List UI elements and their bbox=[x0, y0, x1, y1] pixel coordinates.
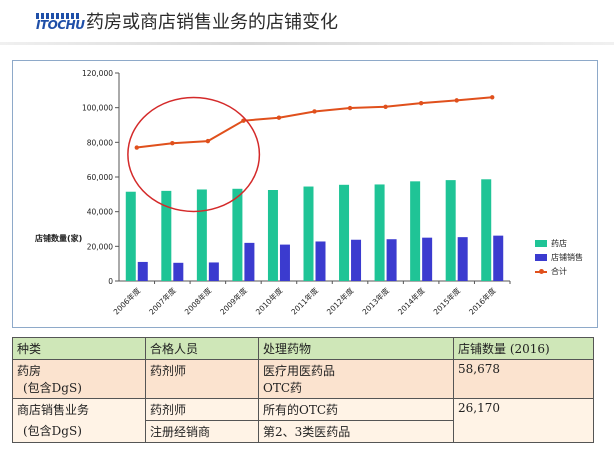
x-tick-label: 2009年度 bbox=[218, 285, 250, 317]
bar-pharmacy bbox=[125, 191, 136, 281]
bar-store-sales bbox=[137, 261, 148, 281]
bar-pharmacy bbox=[196, 189, 207, 281]
x-tick-label: 2007年度 bbox=[147, 285, 179, 317]
bar-pharmacy bbox=[267, 190, 278, 281]
point-total bbox=[205, 138, 211, 144]
bar-store-sales bbox=[208, 262, 219, 281]
table-row: 药房 (包含DgS) 药剂师 医疗用医药品 OTC药 58,678 bbox=[12, 359, 594, 399]
line-total bbox=[136, 96, 493, 149]
type-name: 商店销售业务 bbox=[17, 403, 90, 417]
col-header-staff: 合格人员 bbox=[145, 337, 259, 360]
point-total bbox=[383, 104, 388, 109]
legend-swatch-pharmacy bbox=[535, 240, 547, 247]
type-sub: (包含DgS) bbox=[23, 381, 82, 395]
x-tick-label: 2013年度 bbox=[360, 285, 392, 317]
bar-pharmacy bbox=[161, 190, 172, 281]
bar-store-sales bbox=[386, 239, 397, 281]
cell-count: 58,678 bbox=[453, 359, 594, 399]
cell-type: 商店销售业务 (包含DgS) bbox=[12, 398, 146, 443]
store-count-chart: 0 20,000 40,000 60,000 80,000 100,000 120,000 2… bbox=[82, 69, 511, 317]
col-header-count: 店铺数量 (2016) bbox=[453, 337, 594, 360]
bar-store-sales bbox=[173, 262, 184, 281]
highlight-ellipse bbox=[127, 96, 261, 213]
point-total bbox=[454, 98, 459, 103]
bar-pharmacy bbox=[445, 180, 456, 281]
cell-staff: 药剂师 bbox=[145, 398, 259, 421]
y-tick-label: 120,000 bbox=[82, 69, 113, 78]
y-tick-label: 40,000 bbox=[87, 208, 113, 217]
col-header-type: 种类 bbox=[12, 337, 146, 360]
col-header-drugs: 处理药物 bbox=[258, 337, 454, 360]
drug-line-1: 医疗用医药品 bbox=[263, 364, 336, 378]
point-total bbox=[276, 115, 282, 120]
store-type-table: 种类 合格人员 处理药物 店铺数量 (2016) 药房 (包含DgS) 药剂师 … bbox=[12, 337, 594, 443]
legend-label-store-sales: 店铺销售 bbox=[551, 253, 583, 262]
drug-line-2: OTC药 bbox=[263, 381, 303, 395]
bar-pharmacy bbox=[410, 181, 421, 281]
page-title: 药房或商店销售业务的店铺变化 bbox=[86, 12, 338, 33]
point-total bbox=[241, 118, 246, 123]
legend-label-total: 合计 bbox=[551, 267, 567, 276]
y-tick-label: 100,000 bbox=[82, 104, 113, 113]
x-tick-label: 2014年度 bbox=[395, 285, 427, 317]
x-tick-label: 2008年度 bbox=[182, 285, 214, 317]
y-tick-label: 80,000 bbox=[87, 138, 113, 147]
x-tick-label: 2006年度 bbox=[111, 285, 143, 317]
point-total bbox=[170, 141, 175, 146]
legend-swatch-store-sales bbox=[535, 254, 547, 261]
bar-store-sales bbox=[422, 237, 433, 281]
table-row: 商店销售业务 (包含DgS) 药剂师 所有的OTC药 26,170 bbox=[12, 398, 594, 443]
point-total bbox=[347, 105, 353, 111]
legend-label-pharmacy: 药店 bbox=[551, 239, 567, 248]
y-tick-label: 20,000 bbox=[87, 242, 113, 251]
x-tick-label: 2015年度 bbox=[431, 285, 463, 317]
cell-drugs: 第2、3类医药品 bbox=[258, 420, 454, 443]
bar-store-sales bbox=[457, 237, 468, 281]
cell-staff: 药剂师 bbox=[145, 359, 259, 399]
legend-dot-total bbox=[539, 269, 544, 274]
point-total bbox=[134, 145, 139, 150]
x-tick-label: 2016年度 bbox=[466, 285, 498, 317]
logo-text: ITOCHU bbox=[36, 18, 85, 32]
logo-stripes bbox=[36, 13, 80, 19]
bar-pharmacy bbox=[374, 184, 385, 281]
bar-pharmacy bbox=[339, 184, 350, 281]
bar-store-sales bbox=[279, 244, 290, 281]
cell-drugs: 所有的OTC药 bbox=[258, 398, 454, 421]
bar-store-sales bbox=[244, 242, 255, 281]
company-logo: ITOCHU bbox=[36, 13, 85, 33]
y-axis-label: 店铺数量(家) bbox=[35, 234, 83, 243]
y-tick-label: 0 bbox=[108, 277, 113, 286]
table-header-row: 种类 合格人员 处理药物 店铺数量 (2016) bbox=[12, 337, 594, 360]
table-row: 注册经销商 第2、3类医药品 bbox=[13, 420, 594, 443]
cell-count: 26,170 bbox=[453, 398, 594, 443]
cell-drugs: 医疗用医药品 OTC药 bbox=[258, 359, 454, 399]
bar-store-sales bbox=[315, 241, 326, 281]
y-tick-label: 60,000 bbox=[87, 173, 113, 182]
chart-frame: 0 20,000 40,000 60,000 80,000 100,000 120,000 2… bbox=[12, 60, 598, 328]
point-total bbox=[312, 109, 317, 114]
bar-store-sales bbox=[493, 235, 504, 281]
point-total bbox=[418, 100, 424, 106]
cell-staff: 注册经销商 bbox=[145, 420, 259, 443]
bar-pharmacy bbox=[303, 186, 314, 281]
cell-type: 药房 (包含DgS) bbox=[12, 359, 146, 399]
bar-pharmacy bbox=[232, 188, 243, 281]
header: ITOCHU 药房或商店销售业务的店铺变化 bbox=[0, 0, 614, 45]
x-tick-label: 2012年度 bbox=[324, 285, 356, 317]
point-total bbox=[490, 95, 495, 100]
type-name: 药房 bbox=[17, 364, 42, 378]
bar-store-sales bbox=[351, 239, 362, 281]
x-tick-label: 2011年度 bbox=[289, 285, 321, 317]
type-sub: (包含DgS) bbox=[23, 424, 82, 438]
bar-pharmacy bbox=[481, 179, 492, 281]
x-tick-label: 2010年度 bbox=[253, 285, 285, 317]
header-divider bbox=[0, 42, 614, 45]
